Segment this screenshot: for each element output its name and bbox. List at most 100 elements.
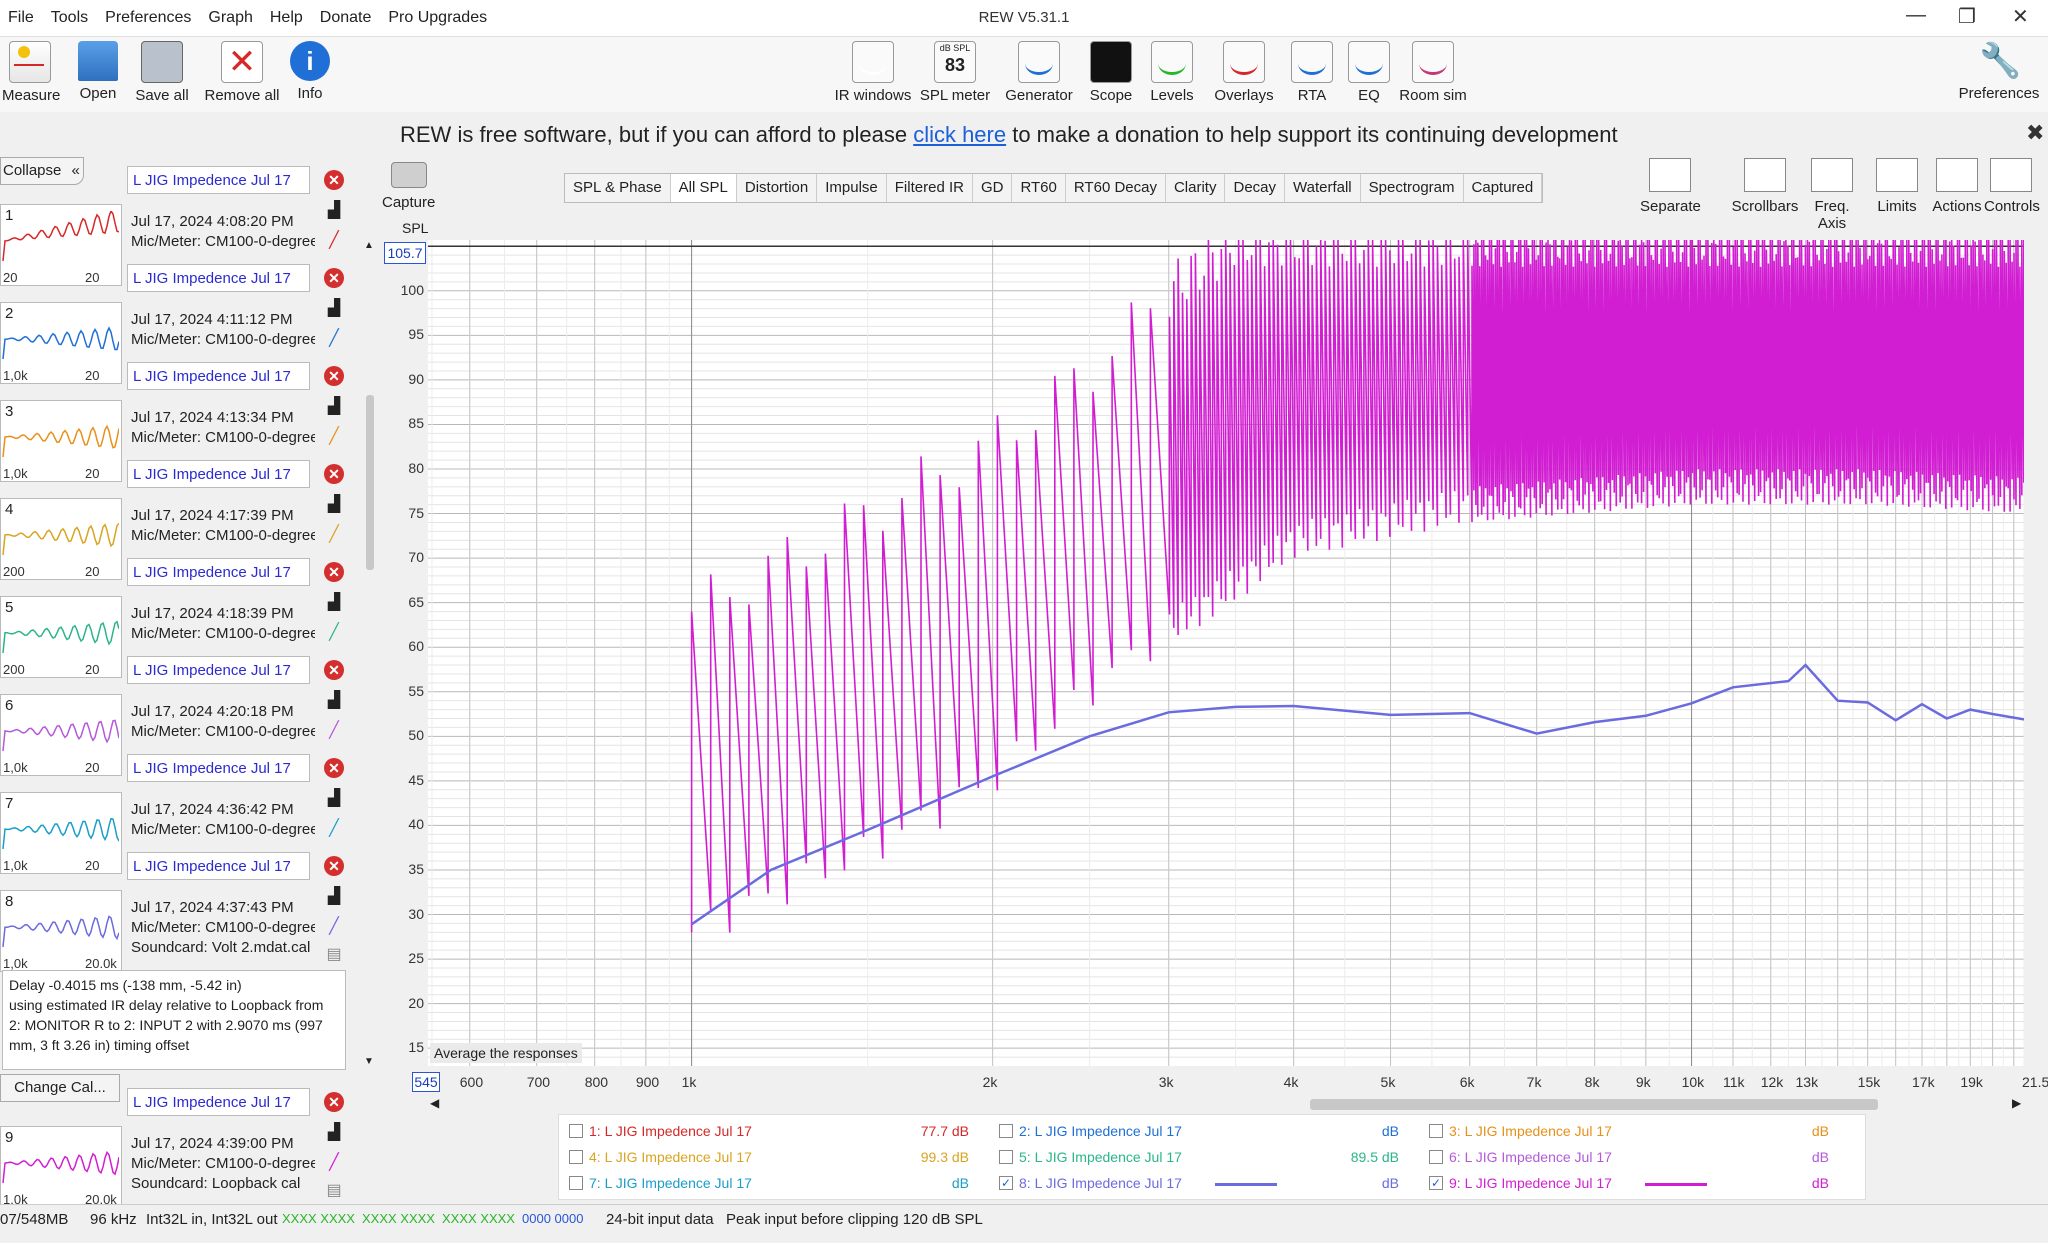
tab-all-spl[interactable]: All SPL	[670, 174, 737, 202]
trace-color-icon[interactable]: ╱	[329, 232, 339, 249]
legend-item-1[interactable]: 1: L JIG Impedence Jul 17	[569, 1123, 752, 1139]
remove-measurement-icon[interactable]: ✕	[324, 758, 344, 778]
measurement-item[interactable]: L JIG Impedence Jul 17 ✕ 1 20 20 Jul 17, 2024…	[0, 166, 354, 286]
tab-decay[interactable]: Decay	[1225, 174, 1286, 202]
tab-waterfall[interactable]: Waterfall	[1285, 174, 1361, 202]
remove-measurement-icon[interactable]: ✕	[324, 464, 344, 484]
measurements-scrollbar[interactable]	[362, 240, 376, 1070]
measure-button[interactable]: Measure	[2, 41, 60, 104]
menu-donate[interactable]: Donate	[319, 9, 372, 26]
scroll-up-icon[interactable]: ▲	[364, 240, 374, 251]
measurement-item[interactable]: L JIG Impedence Jul 17 ✕ 6 1,0k 20 Jul 17, 20…	[0, 656, 354, 776]
info-button[interactable]: i Info	[290, 41, 330, 102]
notes-icon[interactable]: ▤	[326, 946, 342, 963]
legend-item-4[interactable]: 4: L JIG Impedence Jul 17	[569, 1149, 752, 1165]
remove-measurement-icon[interactable]: ✕	[324, 562, 344, 582]
trace-color-icon[interactable]: ╱	[329, 428, 339, 445]
legend-checkbox[interactable]	[999, 1150, 1013, 1164]
overlays-button[interactable]: Overlays	[1208, 41, 1280, 104]
graph-overlay-icon[interactable]: ▟	[327, 888, 341, 905]
donation-link[interactable]: click here	[913, 122, 1007, 147]
actions-button[interactable]: Actions	[1930, 158, 1984, 215]
measurement-item[interactable]: L JIG Impedence Jul 17 ✕ 7 1,0k 20 Jul 17, 20…	[0, 754, 354, 874]
measurement-name-field[interactable]: L JIG Impedence Jul 17	[127, 656, 310, 684]
capture-button[interactable]: Capture	[382, 158, 435, 211]
trace-color-icon[interactable]: ╱	[329, 918, 339, 935]
save-all-button[interactable]: Save all	[134, 41, 190, 104]
close-window-icon[interactable]: ✕	[2012, 6, 2029, 28]
scroll-right-icon[interactable]: ▶	[2012, 1096, 2022, 1110]
minimize-icon[interactable]: —	[1906, 4, 1926, 26]
graph-overlay-icon[interactable]: ▟	[327, 496, 341, 513]
generator-button[interactable]: Generator	[996, 41, 1082, 104]
tab-captured[interactable]: Captured	[1464, 174, 1543, 202]
eq-button[interactable]: EQ	[1346, 41, 1392, 104]
legend-item-5[interactable]: 5: L JIG Impedence Jul 17	[999, 1149, 1182, 1165]
measurement-thumbnail[interactable]: 2 1,0k 20	[0, 302, 122, 384]
legend-item-6[interactable]: 6: L JIG Impedence Jul 17	[1429, 1149, 1612, 1165]
measurement-name-field[interactable]: L JIG Impedence Jul 17	[127, 460, 310, 488]
remove-measurement-icon[interactable]: ✕	[324, 170, 344, 190]
tab-gd[interactable]: GD	[973, 174, 1013, 202]
open-button[interactable]: Open	[72, 41, 124, 102]
legend-item-9[interactable]: ✓ 9: L JIG Impedence Jul 17	[1429, 1175, 1612, 1191]
maximize-icon[interactable]: ❐	[1958, 6, 1976, 28]
legend-checkbox[interactable]	[569, 1150, 583, 1164]
trace-color-icon[interactable]: ╱	[329, 526, 339, 543]
trace-color-icon[interactable]: ╱	[329, 722, 339, 739]
trace-color-icon[interactable]: ╱	[329, 820, 339, 837]
spl-graph[interactable]	[428, 240, 2024, 1066]
graph-overlay-icon[interactable]: ▟	[327, 692, 341, 709]
legend-item-8[interactable]: ✓ 8: L JIG Impedence Jul 17	[999, 1175, 1182, 1191]
measurement-item[interactable]: L JIG Impedence Jul 17 ✕ 3 1,0k 20 Jul 17, 20…	[0, 362, 354, 482]
separate-button[interactable]: Separate	[1640, 158, 1701, 215]
graph-overlay-icon[interactable]: ▟	[327, 300, 341, 317]
remove-all-button[interactable]: ✕ Remove all	[204, 41, 280, 104]
menu-pro-upgrades[interactable]: Pro Upgrades	[388, 9, 488, 26]
freq-axis-button[interactable]: Freq. Axis	[1800, 158, 1864, 232]
measurement-thumbnail[interactable]: 5 200 20	[0, 596, 122, 678]
measurement-item[interactable]: L JIG Impedence Jul 17 ✕ 4 200 20 Jul 17, 202…	[0, 460, 354, 580]
measurement-thumbnail[interactable]: 1 20 20	[0, 204, 122, 286]
legend-item-3[interactable]: 3: L JIG Impedence Jul 17	[1429, 1123, 1612, 1139]
levels-button[interactable]: Levels	[1140, 41, 1204, 104]
tab-distortion[interactable]: Distortion	[737, 174, 818, 202]
graph-scroll-thumb[interactable]	[1310, 1099, 1878, 1110]
graph-overlay-icon[interactable]: ▟	[327, 398, 341, 415]
scrollbars-button[interactable]: Scrollbars	[1730, 158, 1800, 215]
menu-graph[interactable]: Graph	[208, 9, 253, 26]
rta-button[interactable]: RTA	[1284, 41, 1340, 104]
ir-windows-button[interactable]: IR windows	[828, 41, 918, 104]
close-message-icon[interactable]: ✖	[2026, 120, 2045, 145]
graph-overlay-icon[interactable]: ▟	[327, 1124, 341, 1141]
measurements-scroll-thumb[interactable]	[366, 395, 374, 570]
preferences-button[interactable]: 🔧 Preferences	[1958, 42, 2040, 102]
measurement-thumbnail[interactable]: 6 1,0k 20	[0, 694, 122, 776]
legend-checkbox[interactable]	[569, 1176, 583, 1190]
tab-filtered-ir[interactable]: Filtered IR	[887, 174, 973, 202]
measurement-name-field[interactable]: L JIG Impedence Jul 17	[127, 558, 310, 586]
graph-overlay-icon[interactable]: ▟	[327, 790, 341, 807]
measurement-thumbnail[interactable]: 9 1,0k 20.0k	[0, 1126, 122, 1208]
tab-spectrogram[interactable]: Spectrogram	[1361, 174, 1464, 202]
tab-impulse[interactable]: Impulse	[817, 174, 887, 202]
legend-item-2[interactable]: 2: L JIG Impedence Jul 17	[999, 1123, 1182, 1139]
legend-checkbox[interactable]	[1429, 1150, 1443, 1164]
y-axis-top-readout[interactable]: 105.7	[384, 242, 426, 264]
remove-measurement-icon[interactable]: ✕	[324, 660, 344, 680]
measurement-item[interactable]: L JIG Impedence Jul 17 ✕ 8 1,0k 20.0k Jul 17,…	[0, 852, 354, 972]
trace-color-icon[interactable]: ╱	[329, 1154, 339, 1171]
legend-checkbox[interactable]: ✓	[999, 1176, 1013, 1190]
measurement-thumbnail[interactable]: 3 1,0k 20	[0, 400, 122, 482]
scroll-down-icon[interactable]: ▼	[364, 1056, 374, 1067]
measurement-thumbnail[interactable]: 4 200 20	[0, 498, 122, 580]
measurement-thumbnail[interactable]: 7 1,0k 20	[0, 792, 122, 874]
legend-checkbox[interactable]	[569, 1124, 583, 1138]
menu-preferences[interactable]: Preferences	[105, 9, 192, 26]
legend-checkbox[interactable]	[1429, 1124, 1443, 1138]
collapse-button[interactable]: Collapse «	[0, 157, 84, 185]
scroll-left-icon[interactable]: ◀	[430, 1096, 440, 1110]
graph-overlay-icon[interactable]: ▟	[327, 202, 341, 219]
measurement-name-field[interactable]: L JIG Impedence Jul 17	[127, 1088, 310, 1116]
notes-icon[interactable]: ▤	[326, 1182, 342, 1199]
